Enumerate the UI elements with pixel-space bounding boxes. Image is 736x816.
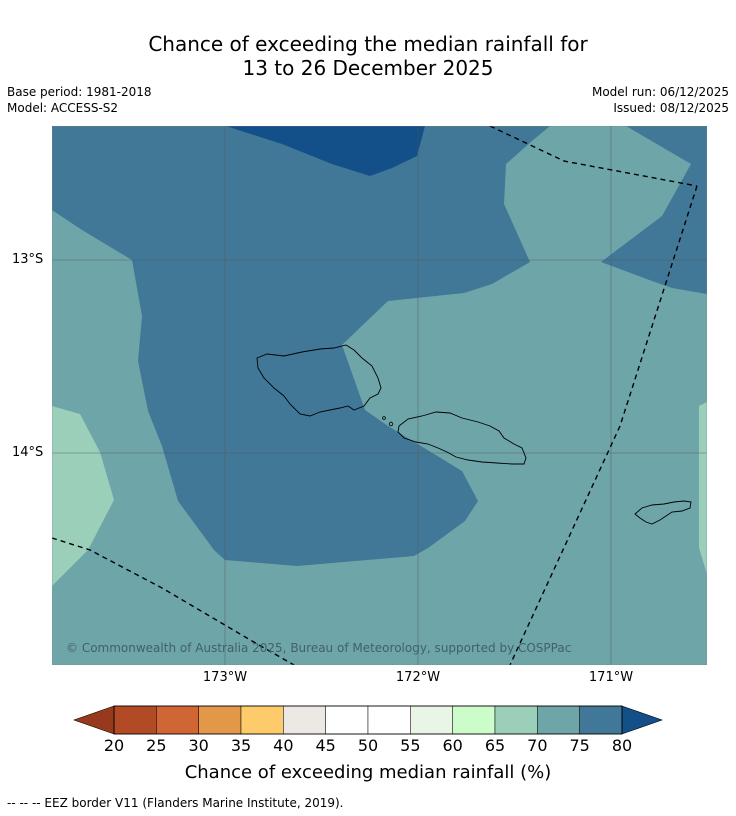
colorbar-tick-label: 65 bbox=[484, 736, 506, 755]
colorbar-cell bbox=[198, 705, 242, 735]
colorbar-label: Chance of exceeding median rainfall (%) bbox=[184, 762, 552, 783]
lat-label-14s: 14°S bbox=[12, 445, 44, 460]
tutuila-island bbox=[634, 500, 692, 525]
colorbar-cell bbox=[113, 705, 157, 735]
colorbar-cell bbox=[410, 705, 453, 735]
region-65-70-east bbox=[699, 402, 707, 574]
region-80-plus bbox=[226, 126, 425, 176]
colorbar-cell bbox=[283, 705, 326, 735]
copyright-notice: © Commonwealth of Australia 2025, Bureau… bbox=[66, 641, 572, 655]
base-period: Base period: 1981-2018 bbox=[7, 85, 152, 99]
colorbar-tick-label: 60 bbox=[442, 736, 463, 755]
eez-border-north bbox=[489, 126, 698, 187]
colorbar-cell bbox=[579, 705, 623, 735]
colorbar-tick-label: 30 bbox=[188, 736, 209, 755]
colorbar-under-arrow bbox=[73, 705, 115, 735]
colorbar-cell bbox=[325, 705, 369, 735]
colorbar-tick-label: 25 bbox=[146, 736, 167, 755]
model-run: Model run: 06/12/2025 bbox=[591, 85, 729, 99]
colorbar-cell bbox=[367, 705, 411, 735]
rainfall-map bbox=[52, 126, 707, 665]
title-line-2: 13 to 26 December 2025 bbox=[242, 56, 494, 80]
colorbar-tick-label: 80 bbox=[611, 736, 633, 755]
colorbar-tick-label: 45 bbox=[315, 736, 336, 755]
savaii-island bbox=[256, 344, 382, 417]
colorbar-tick-label: 40 bbox=[273, 736, 294, 755]
colorbar-cell bbox=[240, 705, 284, 735]
colorbar-tick-label: 55 bbox=[400, 736, 421, 755]
eez-footnote: -- -- -- EEZ border V11 (Flanders Marine… bbox=[7, 796, 344, 810]
upolu-island bbox=[397, 411, 527, 465]
lon-label-171w: 171°W bbox=[588, 670, 634, 685]
colorbar-cell bbox=[494, 705, 538, 735]
colorbar bbox=[73, 705, 663, 735]
lon-label-173w: 173°W bbox=[202, 670, 248, 685]
issued-date: Issued: 08/12/2025 bbox=[613, 101, 729, 115]
region-75-80 bbox=[52, 126, 550, 566]
colorbar-cell bbox=[537, 705, 580, 735]
region-65-70-west bbox=[52, 406, 114, 586]
title-line-1: Chance of exceeding the median rainfall … bbox=[148, 32, 588, 56]
manono-island bbox=[388, 421, 394, 427]
colorbar-tick-label: 75 bbox=[569, 736, 590, 755]
colorbar-tick-label: 70 bbox=[527, 736, 548, 755]
colorbar-cell bbox=[452, 705, 496, 735]
lat-label-13s: 13°S bbox=[12, 252, 44, 267]
region-75-80-east bbox=[601, 126, 707, 294]
apolima-island bbox=[382, 416, 386, 420]
eez-border-east bbox=[509, 185, 698, 665]
colorbar-cell bbox=[156, 705, 199, 735]
colorbar-over-arrow bbox=[621, 705, 663, 735]
model-name: Model: ACCESS-S2 bbox=[7, 101, 119, 115]
lon-label-172w: 172°W bbox=[395, 670, 441, 685]
eez-border-southwest bbox=[52, 537, 295, 665]
colorbar-tick-label: 20 bbox=[103, 736, 125, 755]
colorbar-tick-label: 50 bbox=[357, 736, 379, 755]
colorbar-tick-label: 35 bbox=[230, 736, 252, 755]
